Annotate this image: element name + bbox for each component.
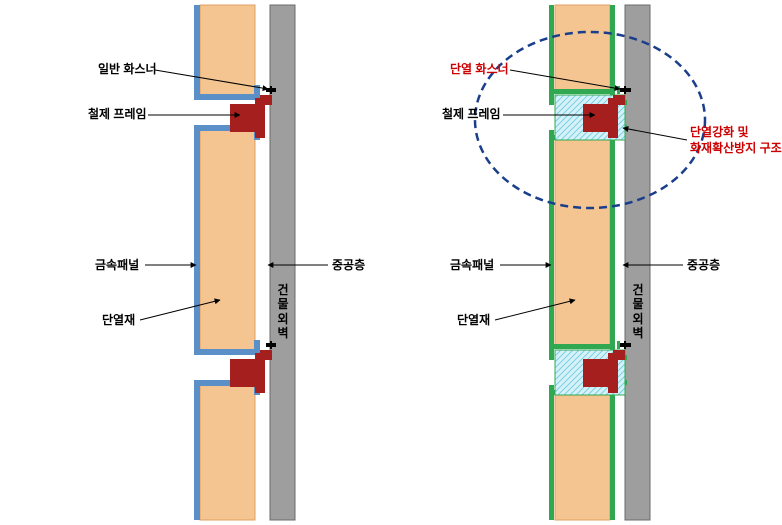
label-left-wall: 건물외벽 — [273, 283, 293, 341]
joint-r2 — [555, 341, 631, 395]
joint-r1 — [555, 86, 631, 140]
label-left-cavity: 중공층 — [332, 258, 365, 274]
label-left-fastener: 일반 화스너 — [98, 62, 157, 78]
label-right-frame: 철제 프레임 — [442, 107, 501, 123]
label-right-insulation: 단열재 — [457, 313, 490, 329]
label-left-metal: 금속패널 — [95, 258, 139, 274]
label-left-insulation: 단열재 — [102, 313, 135, 329]
panel-segment-3 — [194, 380, 260, 520]
left-diagram — [140, 5, 328, 520]
label-right-cavity: 중공층 — [687, 258, 720, 274]
label-right-wall: 건물외벽 — [628, 283, 648, 341]
label-right-metal: 금속패널 — [450, 258, 494, 274]
building-wall — [270, 5, 295, 520]
panel-segment-2 — [194, 125, 260, 355]
right-diagram — [475, 5, 705, 520]
panel-segment-r2 — [549, 125, 627, 360]
label-right-enhanced: 단열강화 및화재확산방지 구조 — [690, 125, 782, 156]
label-left-frame: 철제 프레임 — [88, 107, 147, 123]
panel-segment-r1 — [549, 5, 627, 105]
panel-segment-r3 — [549, 380, 627, 520]
building-wall-r — [625, 5, 650, 520]
label-right-fastener: 단열 화스너 — [450, 62, 509, 78]
